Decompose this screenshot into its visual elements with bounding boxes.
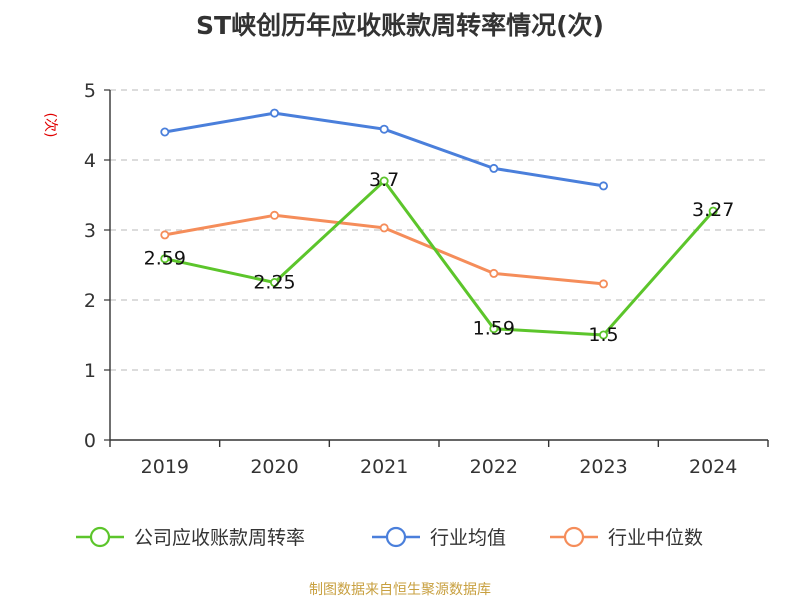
legend-swatch-marker [89, 526, 111, 548]
data-label: 1.59 [473, 318, 515, 340]
data-point [379, 176, 389, 186]
legend-swatch-marker [563, 526, 585, 548]
y-tick-label: 5 [84, 80, 96, 102]
data-point [269, 210, 279, 220]
y-axis-label: (次) [42, 113, 58, 138]
source-note: 制图数据来自恒生聚源数据库 [309, 582, 491, 598]
legend-label: 行业中位数 [608, 527, 703, 549]
data-label: 3.7 [369, 169, 399, 191]
y-tick-labels: 0 1 2 3 4 5 [84, 80, 96, 452]
data-point [489, 268, 499, 278]
data-label: 2.25 [253, 272, 295, 294]
data-point [489, 324, 499, 334]
data-point [160, 230, 170, 240]
legend-label: 行业均值 [430, 527, 506, 549]
series-line-0 [164, 179, 715, 337]
x-tick-label: 2020 [250, 456, 298, 478]
data-point [379, 124, 389, 134]
data-point [160, 127, 170, 137]
y-tick-label: 0 [84, 430, 96, 452]
data-label: 1.5 [588, 324, 618, 346]
legend-swatch-marker [385, 526, 407, 548]
x-tick-label: 2024 [689, 456, 737, 478]
x-tick-label: 2023 [579, 456, 627, 478]
y-tick-label: 2 [84, 290, 96, 312]
data-point [269, 108, 279, 118]
legend: 公司应收账款周转率 行业均值 行业中位数 [76, 526, 703, 549]
y-tick-label: 3 [84, 220, 96, 242]
data-label: 3.27 [692, 199, 734, 221]
data-point [599, 330, 609, 340]
x-tick-label: 2022 [470, 456, 518, 478]
series-lines [160, 108, 718, 340]
data-label: 2.59 [144, 248, 186, 270]
x-tick-label: 2019 [141, 456, 189, 478]
y-tick-label: 4 [84, 150, 96, 172]
data-point [269, 277, 279, 287]
chart-title: ST峡创历年应收账款周转率情况(次) [196, 11, 604, 40]
legend-label: 公司应收账款周转率 [134, 527, 305, 549]
data-point [599, 181, 609, 191]
x-tick-labels: 2019 2020 2021 2022 2023 2024 [141, 456, 738, 478]
x-tick-label: 2021 [360, 456, 408, 478]
data-point [489, 163, 499, 173]
data-point [160, 254, 170, 264]
data-point [599, 279, 609, 289]
data-point [379, 223, 389, 233]
data-labels: 2.59 2.25 3.7 1.59 1.5 3.27 [144, 169, 735, 346]
gridlines [104, 89, 768, 441]
y-tick-label: 1 [84, 360, 96, 382]
axes [109, 90, 769, 447]
data-point [708, 206, 718, 216]
